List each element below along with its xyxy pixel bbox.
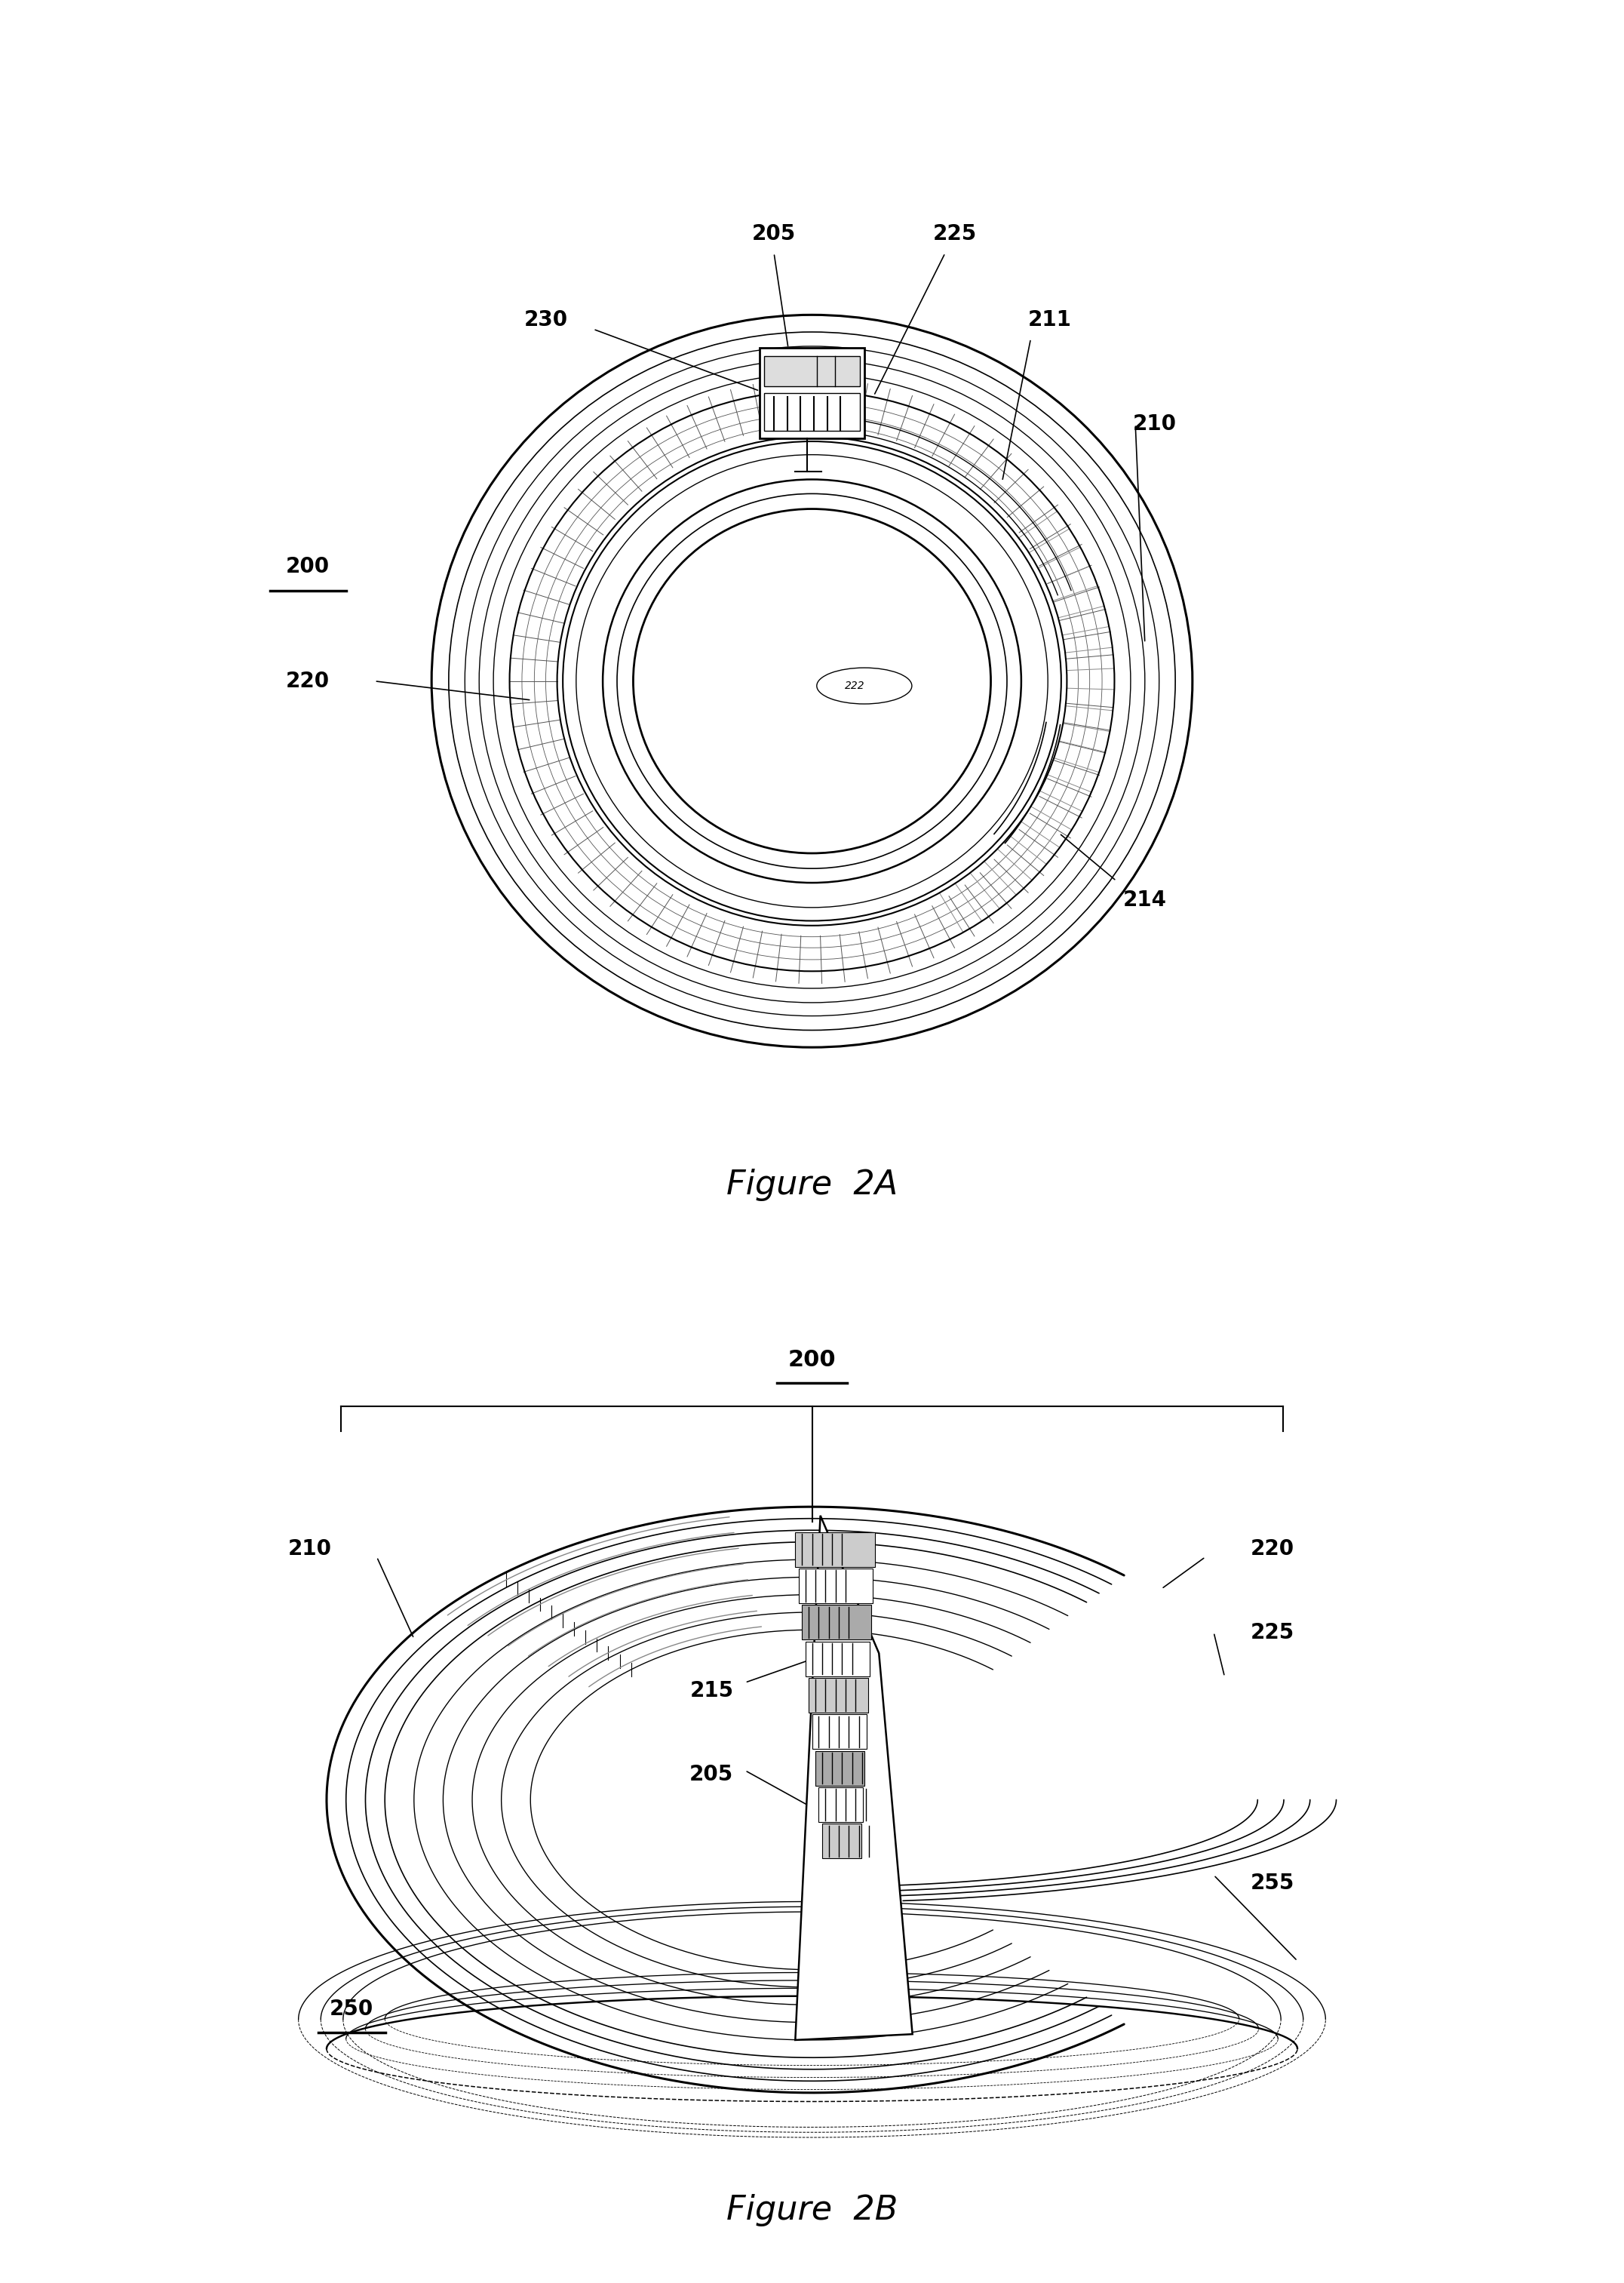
Text: 225: 225 [1250,1621,1294,1644]
Polygon shape [822,1824,861,1858]
Polygon shape [802,1605,872,1639]
Text: 250: 250 [330,1998,374,2020]
Bar [765,393,859,431]
Text: 205: 205 [690,1765,734,1785]
Text: Figure  2B: Figure 2B [726,2194,898,2226]
Bar [760,349,864,438]
Polygon shape [796,1532,875,1566]
Text: 230: 230 [525,308,568,331]
Polygon shape [809,1678,869,1712]
Text: 225: 225 [932,224,976,244]
Polygon shape [806,1641,870,1676]
Text: 200: 200 [286,557,330,578]
Text: 205: 205 [752,224,796,244]
Text: 211: 211 [1028,308,1072,331]
Polygon shape [796,1516,913,2041]
Text: 210: 210 [287,1539,331,1559]
Text: 220: 220 [286,671,330,692]
Text: 255: 255 [1250,1872,1294,1895]
Bar [765,356,859,386]
Polygon shape [818,1788,862,1822]
Text: 210: 210 [1132,413,1176,434]
Polygon shape [815,1751,864,1785]
Text: 220: 220 [1250,1539,1294,1559]
Polygon shape [812,1715,866,1749]
Text: 200: 200 [788,1349,836,1372]
Text: 214: 214 [1122,890,1166,911]
Polygon shape [799,1568,874,1603]
Text: Figure  2A: Figure 2A [726,1169,898,1201]
Text: 222: 222 [844,680,866,692]
Text: 215: 215 [690,1680,734,1701]
